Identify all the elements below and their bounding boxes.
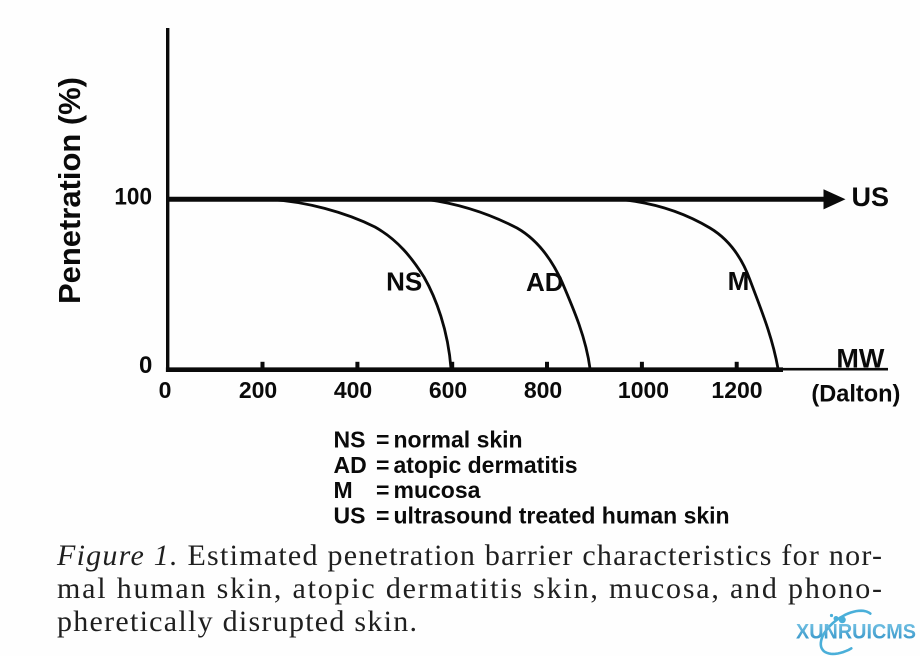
- svg-text:=: =: [376, 452, 389, 478]
- svg-text:Penetration (%): Penetration (%): [52, 77, 87, 304]
- svg-text:ultrasound treated human skin: ultrasound treated human skin: [394, 502, 730, 528]
- svg-text:atopic dermatitis: atopic dermatitis: [394, 452, 578, 478]
- svg-text:800: 800: [524, 377, 562, 403]
- svg-text:pheretically disrupted skin.: pheretically disrupted skin.: [57, 605, 417, 638]
- svg-text:=: =: [376, 427, 389, 453]
- svg-text:XUNRUICMS: XUNRUICMS: [796, 620, 916, 644]
- svg-text:=: =: [376, 502, 389, 528]
- svg-text:mal human skin, atopic dermati: mal human skin, atopic dermatitis skin, …: [57, 572, 882, 605]
- svg-text:1200: 1200: [711, 377, 762, 403]
- svg-text:=: =: [376, 477, 389, 503]
- svg-text:mucosa: mucosa: [394, 477, 481, 503]
- svg-text:400: 400: [334, 377, 372, 403]
- svg-text:0: 0: [139, 352, 152, 379]
- svg-text:M: M: [334, 477, 353, 503]
- svg-text:M: M: [728, 266, 750, 296]
- svg-text:US: US: [852, 182, 890, 212]
- svg-text:0: 0: [159, 377, 172, 403]
- svg-text:100: 100: [114, 184, 152, 211]
- svg-text:AD: AD: [526, 267, 564, 297]
- svg-text:1000: 1000: [618, 377, 669, 403]
- svg-text:(Dalton): (Dalton): [811, 380, 900, 407]
- svg-text:MW: MW: [836, 344, 884, 374]
- svg-text:NS: NS: [334, 427, 366, 453]
- svg-text:normal skin: normal skin: [394, 427, 523, 453]
- svg-text:600: 600: [429, 377, 467, 403]
- svg-text:US: US: [334, 502, 366, 528]
- svg-text:Figure 1. Estimated penetratio: Figure 1. Estimated penetration barrier …: [56, 539, 882, 572]
- svg-text:200: 200: [239, 377, 277, 403]
- svg-text:AD: AD: [334, 452, 367, 478]
- svg-text:NS: NS: [386, 267, 422, 297]
